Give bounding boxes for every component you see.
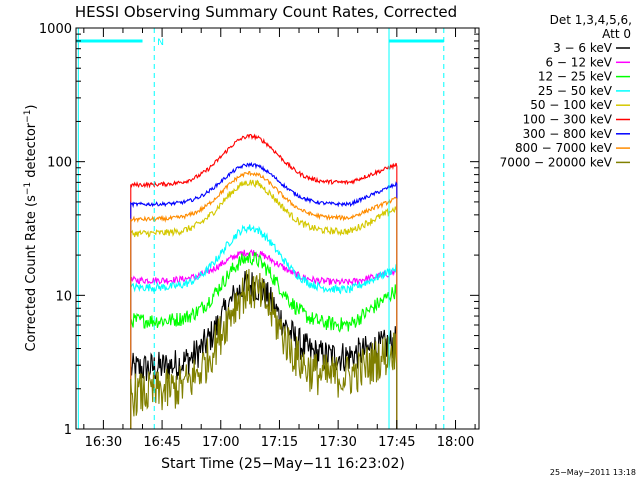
timestamp: 25−May−2011 13:18: [550, 468, 636, 477]
flag-label: N: [157, 38, 164, 48]
x-axis-label: Start Time (25−May−11 16:23:02): [161, 456, 405, 472]
x-tick-label: 18:00: [437, 435, 474, 450]
flag-layer: N: [76, 28, 445, 429]
x-tick-label: 16:45: [143, 435, 180, 450]
legend-header-line-1: Det 1,3,4,5,6,: [550, 13, 632, 27]
x-tick-label: 16:30: [85, 435, 122, 450]
series-line-5: [130, 133, 398, 429]
series-line-0: [130, 271, 398, 429]
series-line-8: [130, 268, 398, 429]
series-line-7: [130, 170, 398, 429]
legend-label-5: 100 − 300 keV: [523, 113, 613, 127]
y-tick-label: 100: [47, 156, 72, 171]
legend-label-2: 12 − 25 keV: [538, 70, 613, 84]
legend-header-line-2: Att 0: [602, 27, 631, 41]
legend-label-0: 3 − 6 keV: [553, 41, 613, 55]
legend-label-1: 6 − 12 keV: [545, 55, 612, 69]
legend-label-4: 50 − 100 keV: [530, 98, 613, 112]
legend-label-6: 300 − 800 keV: [523, 127, 613, 141]
chart-title: HESSI Observing Summary Count Rates, Cor…: [75, 3, 457, 21]
y-tick-label: 1: [64, 423, 72, 438]
series-line-4: [130, 179, 398, 429]
series-line-6: [130, 161, 398, 429]
y-axis-label: Corrected Count Rate (s−1 detector−1): [23, 104, 39, 351]
legend-label-7: 800 − 7000 keV: [515, 141, 613, 155]
series-layer: [130, 133, 398, 429]
axis-layer: 1 10 100 1000 16:30 16:45 17:00 17:15 17:30 17:45…: [39, 22, 479, 450]
series-line-2: [130, 251, 398, 429]
legend-label-8: 7000 − 20000 keV: [500, 155, 613, 169]
x-tick-label: 17:00: [202, 435, 239, 450]
x-tick-label: 17:45: [378, 435, 415, 450]
series-line-1: [130, 249, 398, 429]
x-tick-label: 17:15: [261, 435, 298, 450]
legend-label-3: 25 − 50 keV: [538, 84, 613, 98]
x-tick-label: 17:30: [319, 435, 356, 450]
y-tick-label: 1000: [39, 22, 72, 37]
y-tick-label: 10: [55, 289, 72, 304]
plot-frame: [75, 27, 480, 430]
series-line-3: [130, 224, 398, 429]
